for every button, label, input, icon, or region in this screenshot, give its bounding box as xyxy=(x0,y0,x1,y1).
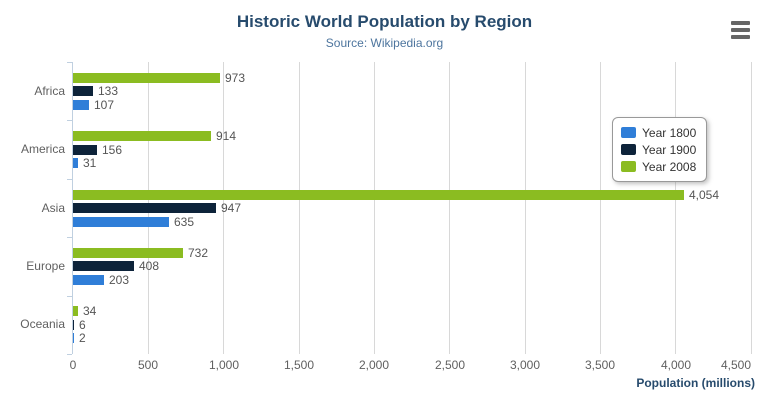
x-axis-tick-label: 4,500 xyxy=(720,358,751,372)
grid-line xyxy=(449,62,451,354)
bar-year-2008[interactable] xyxy=(73,190,684,200)
data-label: 203 xyxy=(109,273,130,287)
legend-swatch-icon xyxy=(621,127,636,138)
bar-year-1800[interactable] xyxy=(73,158,78,168)
legend-swatch-icon xyxy=(621,144,636,155)
data-label: 2 xyxy=(79,331,86,345)
export-menu-button[interactable] xyxy=(731,21,750,39)
category-axis-tick xyxy=(67,354,72,355)
grid-line xyxy=(298,62,300,354)
legend-swatch-icon xyxy=(621,161,636,172)
x-axis-tick-label: 500 xyxy=(137,358,159,372)
grid-line xyxy=(750,62,752,354)
x-axis-tick-label: 2,500 xyxy=(434,358,466,372)
x-axis-tick-label: 1,500 xyxy=(283,358,315,372)
chart-title: Historic World Population by Region xyxy=(236,12,533,31)
grid-line xyxy=(223,62,225,354)
data-label: 973 xyxy=(225,71,246,85)
data-label: 947 xyxy=(221,201,242,215)
legend-item-year-2008[interactable]: Year 2008 xyxy=(621,158,696,175)
bar-year-2008[interactable] xyxy=(73,73,220,83)
bar-year-2008[interactable] xyxy=(73,306,78,316)
grid-line xyxy=(524,62,526,354)
data-label: 31 xyxy=(83,156,97,170)
grid-line xyxy=(373,62,375,354)
grid-line xyxy=(675,62,677,354)
bar-year-2008[interactable] xyxy=(73,248,183,258)
bar-year-1900[interactable] xyxy=(73,86,93,96)
category-label: Europe xyxy=(26,259,65,273)
data-label: 6 xyxy=(79,318,86,332)
category-axis-tick xyxy=(67,62,72,63)
data-label: 156 xyxy=(102,143,123,157)
data-label: 914 xyxy=(216,129,237,143)
x-axis-tick-label: 1,000 xyxy=(208,358,240,372)
legend-item-year-1800[interactable]: Year 1800 xyxy=(621,124,696,141)
data-label: 408 xyxy=(139,259,160,273)
bar-year-1900[interactable] xyxy=(73,145,97,155)
category-axis-tick xyxy=(67,237,72,238)
category-axis-tick xyxy=(67,296,72,297)
bar-year-1800[interactable] xyxy=(73,333,74,343)
data-label: 34 xyxy=(83,304,97,318)
data-label: 635 xyxy=(174,215,195,229)
x-axis-tick-label: 2,000 xyxy=(358,358,390,372)
data-label: 732 xyxy=(188,246,209,260)
data-label: 4,054 xyxy=(689,188,720,202)
category-axis-tick xyxy=(67,120,72,121)
category-axis-line xyxy=(72,62,73,354)
category-label: Africa xyxy=(34,84,65,98)
bar-year-1900[interactable] xyxy=(73,320,74,330)
x-axis-title: Population (millions) xyxy=(636,376,755,390)
grid-line xyxy=(599,62,601,354)
data-label: 133 xyxy=(98,84,119,98)
data-label: 107 xyxy=(94,98,115,112)
hamburger-icon xyxy=(731,21,750,39)
category-label: Oceania xyxy=(20,317,65,331)
legend-item-year-1900[interactable]: Year 1900 xyxy=(621,141,696,158)
bar-year-1900[interactable] xyxy=(73,203,216,213)
x-axis-tick-label: 3,500 xyxy=(584,358,616,372)
bar-year-1800[interactable] xyxy=(73,100,89,110)
chart-subtitle: Source: Wikipedia.org xyxy=(325,36,444,50)
legend-label: Year 1800 xyxy=(642,125,697,140)
legend: Year 1800 Year 1900 Year 2008 xyxy=(612,117,708,182)
bar-year-1900[interactable] xyxy=(73,261,134,271)
category-label: America xyxy=(20,142,65,156)
legend-label: Year 2008 xyxy=(642,159,697,174)
x-axis-tick-label: 4,000 xyxy=(660,358,692,372)
category-label: Asia xyxy=(41,201,65,215)
x-axis-tick-label: 3,000 xyxy=(509,358,541,372)
bar-year-1800[interactable] xyxy=(73,217,169,227)
bar-year-2008[interactable] xyxy=(73,131,211,141)
legend-label: Year 1900 xyxy=(642,142,697,157)
bar-year-1800[interactable] xyxy=(73,275,104,285)
x-axis-tick-label: 0 xyxy=(69,358,77,372)
category-axis-tick xyxy=(67,179,72,180)
